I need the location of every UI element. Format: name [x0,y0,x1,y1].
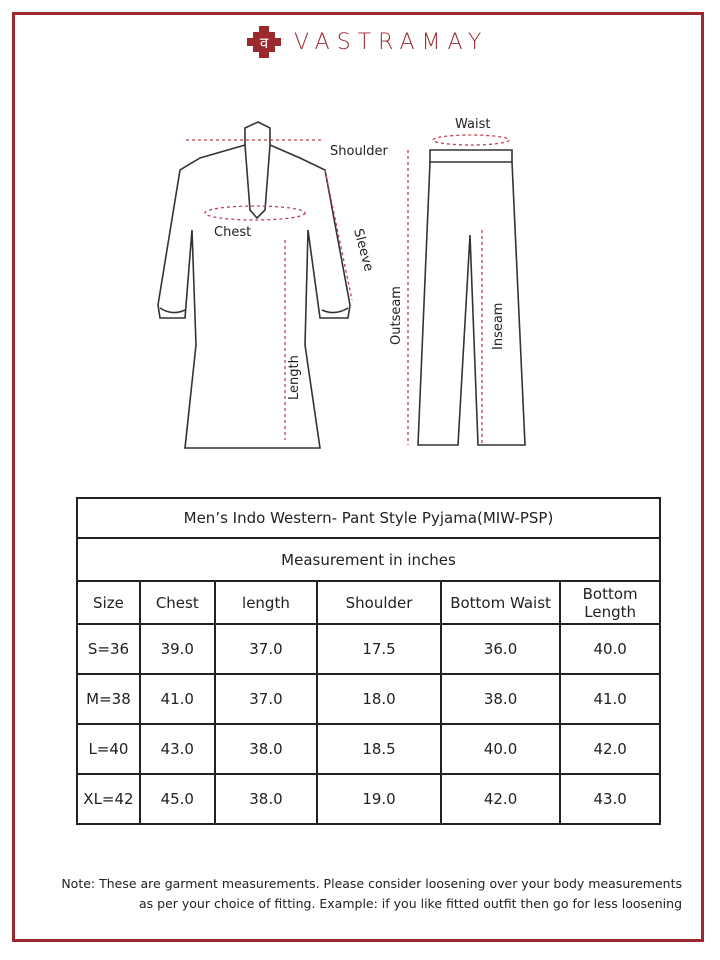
table-row: XL=42 45.0 38.0 19.0 42.0 43.0 [76,773,661,825]
table-row: S=36 39.0 37.0 17.5 36.0 40.0 [76,623,661,675]
cell: 42.0 [439,773,562,825]
cell: 17.5 [316,623,442,675]
pyjama-outline [417,149,526,446]
page-border [12,12,704,942]
cell: 36.0 [439,623,562,675]
logo-mark-icon: व [247,26,281,58]
header-cell: length [213,580,319,625]
table-header-row: Size Chest length Shoulder Bottom Waist … [76,580,661,625]
label-sleeve: Sleeve [350,227,376,273]
measurement-note: Note: These are garment measurements. Pl… [30,874,682,914]
header-cell: Chest [138,580,216,625]
cell: S=36 [76,623,141,675]
cell: 38.0 [213,723,319,775]
header-cell: Size [76,580,141,625]
label-waist: Waist [455,117,490,132]
cell: 18.0 [316,673,442,725]
note-line: as per your choice of fitting. Example: … [139,896,682,911]
label-length: Length [287,355,302,400]
cell: 39.0 [138,623,216,675]
cell: 41.0 [138,673,216,725]
cell: 43.0 [138,723,216,775]
cell: 41.0 [559,673,661,725]
header-cell: Shoulder [316,580,442,625]
cell: 43.0 [559,773,661,825]
garment-diagram: Shoulder Chest Sleeve Length Waist Outse… [157,117,526,449]
table-title: Men’s Indo Western- Pant Style Pyjama(MI… [76,497,661,539]
cell: 42.0 [559,723,661,775]
note-line: Note: These are garment measurements. Pl… [61,876,682,891]
table-row: L=40 43.0 38.0 18.5 40.0 42.0 [76,723,661,775]
cell: 45.0 [138,773,216,825]
label-shoulder: Shoulder [330,144,389,159]
cell: XL=42 [76,773,141,825]
brand-logo: व VASTRAMAY [246,24,488,60]
svg-text:व: व [260,34,269,52]
cell: 19.0 [316,773,442,825]
cell: 40.0 [439,723,562,775]
cell: M=38 [76,673,141,725]
label-inseam: Inseam [491,303,506,350]
header-cell: Bottom Waist [439,580,562,625]
brand-name: VASTRAMAY [294,29,489,55]
size-chart-table: Men’s Indo Western- Pant Style Pyjama(MI… [76,497,661,825]
cell: 38.0 [439,673,562,725]
cell: L=40 [76,723,141,775]
cell: 37.0 [213,673,319,725]
cell: 40.0 [559,623,661,675]
cell: 37.0 [213,623,319,675]
cell: 18.5 [316,723,442,775]
table-row: M=38 41.0 37.0 18.0 38.0 41.0 [76,673,661,725]
label-outseam: Outseam [389,286,404,345]
header-cell: Bottom Length [559,580,661,625]
table-subtitle: Measurement in inches [76,537,661,582]
kurta-outline [157,121,351,449]
label-chest: Chest [214,225,251,240]
cell: 38.0 [213,773,319,825]
